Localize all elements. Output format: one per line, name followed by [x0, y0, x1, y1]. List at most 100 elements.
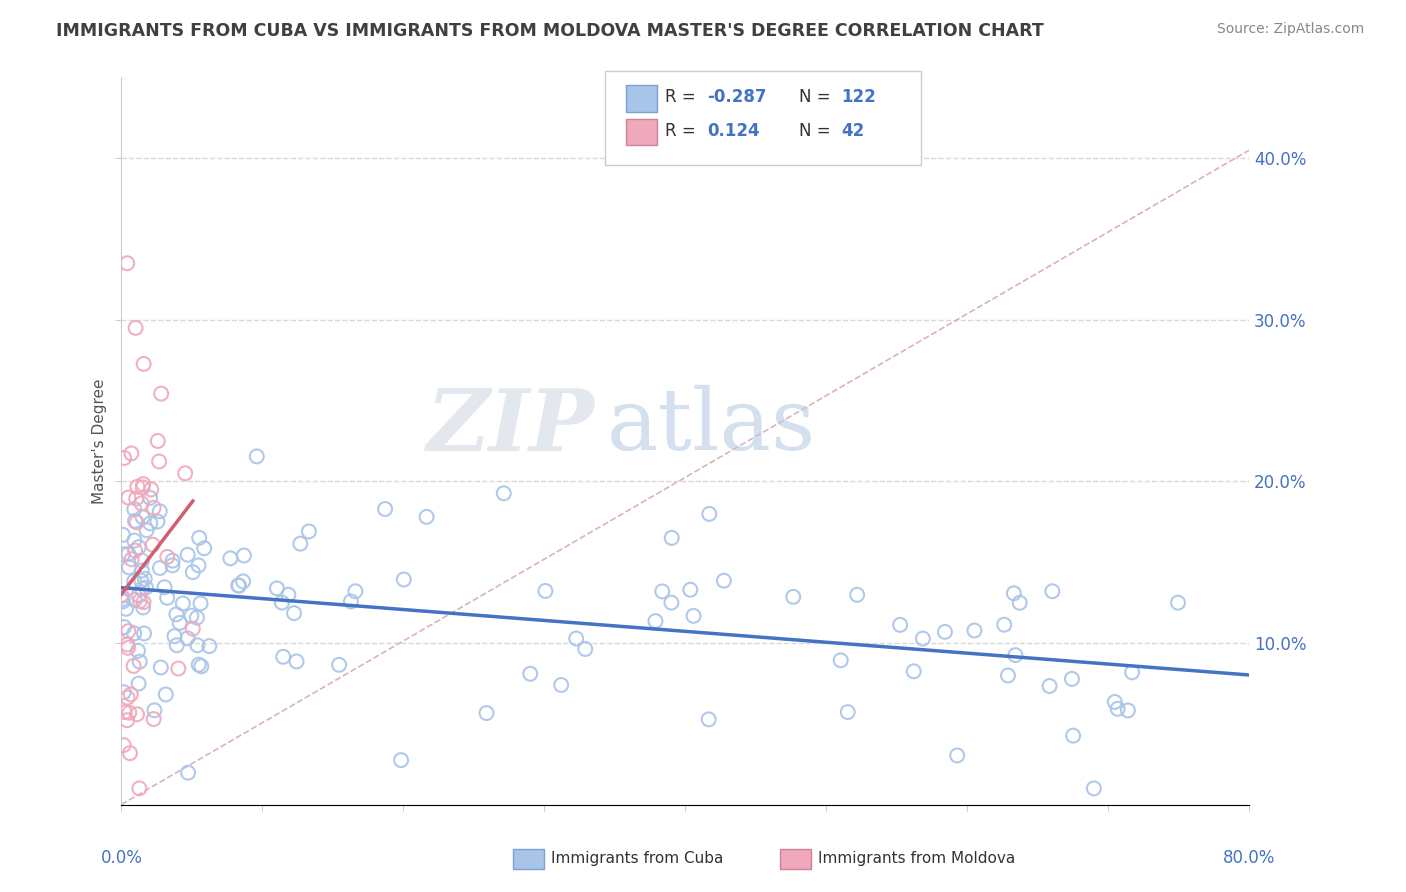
Point: [118, 746, 141, 760]
Point: [697, 712, 720, 726]
Point: [903, 665, 925, 679]
Point: [132, 626, 155, 640]
Point: [661, 596, 683, 610]
Point: [131, 582, 153, 596]
Point: [117, 640, 139, 655]
Point: [132, 357, 155, 371]
Point: [117, 624, 139, 639]
Point: [125, 491, 148, 506]
Point: [150, 386, 173, 401]
Point: [946, 748, 969, 763]
Point: [1062, 729, 1084, 743]
Point: [118, 706, 141, 720]
Point: [963, 624, 986, 638]
Point: [934, 624, 956, 639]
Point: [180, 608, 202, 623]
Point: [172, 597, 194, 611]
Point: [124, 321, 146, 335]
Point: [651, 584, 673, 599]
Point: [117, 638, 139, 652]
Point: [162, 554, 184, 568]
Text: 42: 42: [841, 122, 865, 140]
Point: [374, 502, 396, 516]
Point: [1040, 584, 1063, 599]
Point: [149, 660, 172, 674]
Text: IMMIGRANTS FROM CUBA VS IMMIGRANTS FROM MOLDOVA MASTER'S DEGREE CORRELATION CHAR: IMMIGRANTS FROM CUBA VS IMMIGRANTS FROM …: [56, 22, 1045, 40]
Point: [997, 668, 1019, 682]
Point: [125, 516, 148, 530]
Point: [128, 781, 150, 796]
Point: [149, 561, 172, 575]
Point: [198, 639, 221, 653]
Point: [146, 434, 169, 448]
Point: [146, 515, 169, 529]
Point: [232, 549, 254, 563]
Point: [290, 537, 312, 551]
Point: [187, 558, 209, 573]
Point: [298, 524, 321, 539]
Point: [132, 477, 155, 491]
Point: [519, 666, 541, 681]
Point: [232, 574, 254, 589]
Point: [112, 738, 135, 752]
Point: [122, 659, 145, 673]
Point: [111, 547, 134, 561]
Point: [115, 713, 138, 727]
Point: [1167, 596, 1189, 610]
Point: [169, 615, 191, 630]
Point: [344, 584, 367, 599]
Point: [131, 554, 153, 568]
Point: [181, 622, 204, 636]
Point: [285, 654, 308, 668]
Point: [118, 560, 141, 574]
Point: [148, 454, 170, 468]
Point: [550, 678, 572, 692]
Point: [181, 565, 204, 579]
Point: [277, 588, 299, 602]
Point: [661, 531, 683, 545]
Point: [176, 548, 198, 562]
Point: [149, 504, 172, 518]
Point: [134, 572, 156, 586]
Point: [713, 574, 735, 588]
Point: [174, 467, 197, 481]
Point: [131, 574, 153, 588]
Point: [120, 446, 142, 460]
Point: [142, 712, 165, 726]
Point: [187, 657, 209, 672]
Point: [112, 685, 135, 699]
Point: [846, 588, 869, 602]
Point: [124, 533, 146, 548]
Point: [156, 549, 179, 564]
Point: [135, 523, 157, 537]
Point: [162, 558, 184, 573]
Point: [131, 564, 153, 578]
Point: [193, 541, 215, 556]
Point: [115, 256, 138, 270]
Point: [186, 638, 208, 652]
Point: [392, 573, 415, 587]
Point: [139, 516, 162, 531]
Point: [128, 588, 150, 602]
Point: [534, 583, 557, 598]
Text: 122: 122: [841, 88, 876, 106]
Point: [475, 706, 498, 720]
Point: [153, 580, 176, 594]
Point: [128, 655, 150, 669]
Point: [415, 509, 437, 524]
Point: [1116, 703, 1139, 717]
Point: [127, 480, 149, 494]
Point: [679, 582, 702, 597]
Point: [111, 528, 134, 542]
Point: [271, 649, 294, 664]
Point: [1060, 672, 1083, 686]
Point: [117, 690, 139, 705]
Point: [111, 594, 134, 608]
Point: [165, 607, 187, 622]
Point: [1008, 596, 1031, 610]
Point: [124, 543, 146, 558]
Text: -0.287: -0.287: [707, 88, 766, 106]
Point: [122, 626, 145, 640]
Point: [121, 552, 143, 566]
Text: R =: R =: [665, 88, 702, 106]
